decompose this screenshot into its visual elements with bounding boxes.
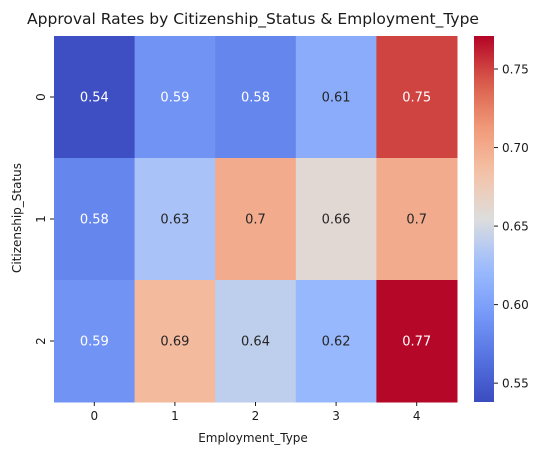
- heatmap-cell-r2-c1: [134, 280, 216, 403]
- x-tick-label-4: 4: [413, 409, 421, 423]
- heatmap-cell-r2-c4: [376, 280, 458, 403]
- cell-value-label-r2-c2: 0.64: [241, 335, 270, 350]
- cell-value-label-r0-c2: 0.58: [241, 91, 270, 106]
- cell-value-label-r2-c0: 0.59: [80, 335, 109, 350]
- colorbar-gradient: [474, 36, 494, 402]
- heatmap-cell-r0-c1: [134, 36, 216, 159]
- cell-value-label-r0-c3: 0.61: [322, 91, 351, 106]
- colorbar-tick-label-1: 0.60: [502, 298, 529, 312]
- heatmap-cells: 0.54 0.59 0.58 0.61 0.75 0.58 0.63 0.7 0.66 0.7 0.…: [54, 36, 458, 403]
- heatmap-cell-r1-c1: [134, 158, 216, 281]
- cell-value-label-r1-c1: 0.63: [160, 213, 189, 228]
- cell-value-label-r0-c4: 0.75: [402, 91, 431, 106]
- heatmap-cell-r0-c2: [215, 36, 297, 159]
- y-tick-label-1: 1: [34, 215, 48, 223]
- cell-value-label-r2-c1: 0.69: [160, 335, 189, 350]
- heatmap-cell-r1-c2: [215, 158, 297, 281]
- x-tick-label-2: 2: [252, 409, 260, 423]
- y-tick-label-2: 2: [34, 337, 48, 345]
- colorbar-tick-label-0: 0.55: [502, 377, 529, 391]
- cell-value-label-r0-c1: 0.59: [160, 91, 189, 106]
- x-axis: 0 1 2 3 4: [90, 402, 421, 423]
- cell-value-label-r0-c0: 0.54: [80, 91, 109, 106]
- colorbar-tick-label-4: 0.75: [502, 62, 529, 76]
- heatmap-cell-r2-c2: [215, 280, 297, 403]
- heatmap-cell-r1-c0: [54, 158, 136, 281]
- x-tick-label-0: 0: [90, 409, 98, 423]
- colorbar-tick-label-3: 0.70: [502, 141, 529, 155]
- cell-value-label-r1-c2: 0.7: [245, 213, 266, 228]
- chart-title: Approval Rates by Citizenship_Status & E…: [27, 10, 479, 29]
- colorbar-tick-label-2: 0.65: [502, 220, 529, 234]
- heatmap-cell-r1-c3: [295, 158, 377, 281]
- y-axis: 0 1 2: [34, 93, 54, 345]
- heatmap-cell-r0-c4: [376, 36, 458, 159]
- x-tick-label-3: 3: [332, 409, 340, 423]
- heatmap-cell-r2-c3: [295, 280, 377, 403]
- cell-value-label-r1-c4: 0.7: [406, 213, 427, 228]
- heatmap-cell-r0-c0: [54, 36, 136, 159]
- y-axis-label: Citizenship_Status: [10, 163, 24, 273]
- colorbar: 0.55 0.60 0.65 0.70 0.75: [474, 36, 529, 402]
- cell-value-label-r2-c3: 0.62: [322, 335, 351, 350]
- cell-value-label-r2-c4: 0.77: [402, 335, 431, 350]
- cell-value-label-r1-c3: 0.66: [322, 213, 351, 228]
- heatmap-cell-r0-c3: [295, 36, 377, 159]
- heatmap-cell-r2-c0: [54, 280, 136, 403]
- x-tick-label-1: 1: [171, 409, 179, 423]
- heatmap-cell-r1-c4: [376, 158, 458, 281]
- y-tick-label-0: 0: [34, 93, 48, 101]
- x-axis-label: Employment_Type: [198, 431, 308, 445]
- cell-value-label-r1-c0: 0.58: [80, 213, 109, 228]
